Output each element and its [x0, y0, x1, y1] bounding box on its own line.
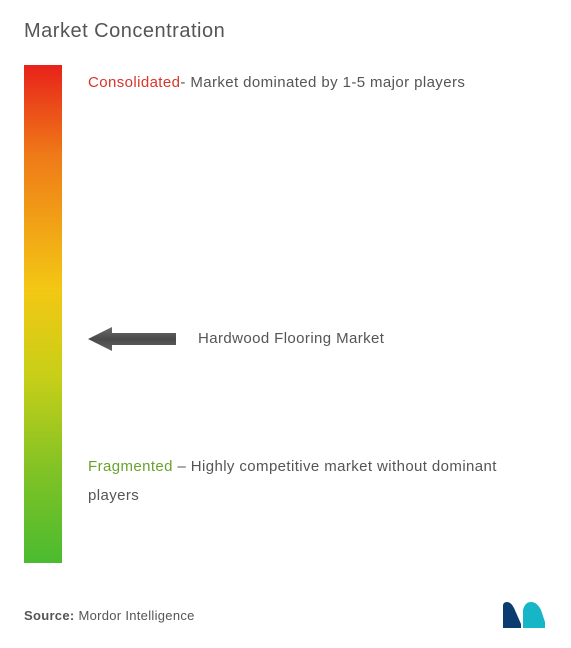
- footer: Source: Mordor Intelligence: [24, 600, 547, 630]
- consolidated-description: Consolidated- Market dominated by 1-5 ma…: [88, 69, 543, 98]
- source-attribution: Source: Mordor Intelligence: [24, 608, 195, 623]
- mordor-logo-icon: [501, 600, 547, 630]
- fragmented-description: Fragmented – Highly competitive market w…: [88, 453, 543, 510]
- arrow-left-icon: [88, 327, 176, 351]
- consolidated-label: Consolidated: [88, 74, 180, 91]
- market-label: Hardwood Flooring Market: [198, 330, 384, 347]
- consolidated-text: - Market dominated by 1-5 major players: [180, 74, 465, 91]
- source-label: Source:: [24, 608, 75, 623]
- diagram-content: Consolidated- Market dominated by 1-5 ma…: [88, 65, 547, 563]
- concentration-diagram: Consolidated- Market dominated by 1-5 ma…: [24, 65, 547, 563]
- page-title: Market Concentration: [24, 20, 547, 43]
- fragmented-label: Fragmented: [88, 458, 173, 475]
- source-value: Mordor Intelligence: [78, 608, 194, 623]
- gradient-bar: [24, 65, 62, 563]
- market-marker: Hardwood Flooring Market: [88, 327, 384, 351]
